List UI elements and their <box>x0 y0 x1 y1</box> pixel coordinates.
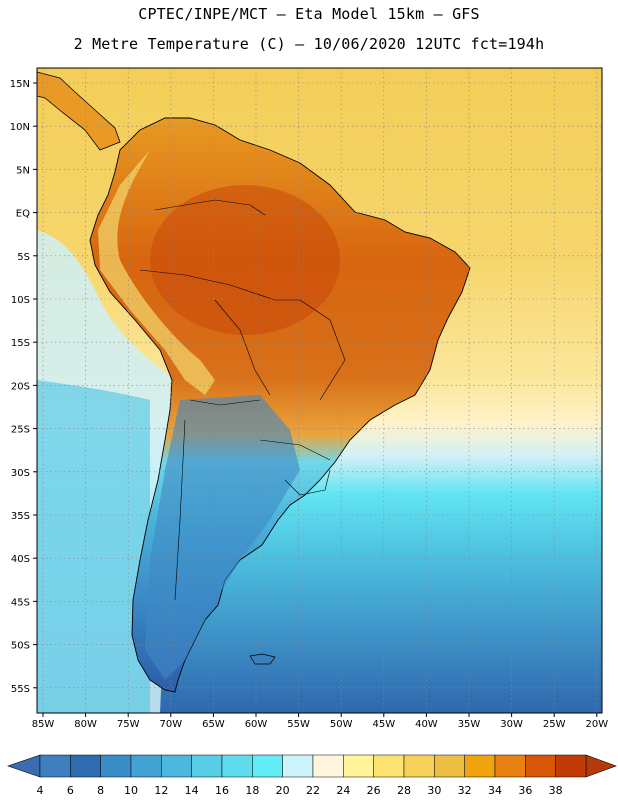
lat-tick-label: 15S <box>11 338 30 349</box>
lat-tick-label: 5N <box>16 165 30 176</box>
lon-tick-label: 55W <box>287 719 310 730</box>
lat-tick-label: 40S <box>11 554 30 565</box>
colorbar-label: 12 <box>154 784 168 797</box>
lon-tick-label: 30W <box>500 719 523 730</box>
colorbar-label: 36 <box>518 784 532 797</box>
lon-tick-label: 40W <box>415 719 438 730</box>
colorbar-label: 22 <box>306 784 320 797</box>
colorbar-high-arrow <box>585 754 617 778</box>
lon-tick-label: 85W <box>32 719 55 730</box>
colorbar: 4 6 8 10 12 14 16 18 20 22 24 26 28 30 32 34 36 38 <box>7 754 617 797</box>
colorbar-swatch <box>312 754 344 778</box>
colorbar-swatch <box>39 754 71 778</box>
colorbar-swatch <box>161 754 192 778</box>
lon-tick-label: 80W <box>74 719 97 730</box>
colorbar-label: 10 <box>124 784 138 797</box>
lat-tick-label: 30S <box>11 468 30 479</box>
lat-tick-label: 10N <box>10 122 30 133</box>
lat-tick-label: EQ <box>16 209 30 220</box>
colorbar-label: 16 <box>215 784 229 797</box>
colorbar-swatch <box>221 754 253 778</box>
colorbar-swatch <box>252 754 283 778</box>
colorbar-label: 24 <box>336 784 350 797</box>
colorbar-label: 32 <box>458 784 472 797</box>
lat-tick-label: 50S <box>11 641 30 652</box>
colorbar-swatch <box>525 754 556 778</box>
lat-tick-label: 20S <box>11 381 30 392</box>
colorbar-swatch <box>130 754 162 778</box>
central-america <box>37 71 121 151</box>
colorbar-label: 8 <box>97 784 104 797</box>
map-title-line-2: 2 Metre Temperature (C) – 10/06/2020 12U… <box>73 35 545 53</box>
colorbar-label: 4 <box>37 784 44 797</box>
colorbar-swatch <box>343 754 374 778</box>
colorbar-swatch <box>100 754 132 778</box>
lon-tick-label: 60W <box>245 719 268 730</box>
lat-tick-label: 5S <box>17 252 30 263</box>
lat-tick-label: 55S <box>11 684 30 695</box>
colorbar-label: 34 <box>488 784 502 797</box>
colorbar-label: 20 <box>276 784 290 797</box>
colorbar-swatch <box>191 754 223 778</box>
colorbar-swatch <box>555 754 587 778</box>
lat-tick-label: 10S <box>11 295 30 306</box>
colorbar-swatch <box>434 754 465 778</box>
colorbar-label: 14 <box>185 784 199 797</box>
lon-tick-label: 65W <box>202 719 225 730</box>
map-frame <box>36 67 603 714</box>
colorbar-label: 26 <box>367 784 381 797</box>
lat-tick-label: 35S <box>11 511 30 522</box>
colorbar-label: 28 <box>397 784 411 797</box>
lon-tick-label: 70W <box>159 719 182 730</box>
colorbar-label: 38 <box>549 784 563 797</box>
lon-tick-label: 25W <box>543 719 566 730</box>
colorbar-label: 6 <box>67 784 74 797</box>
lat-tick-label: 45S <box>11 597 30 608</box>
lon-tick-label: 50W <box>330 719 353 730</box>
colorbar-swatch <box>373 754 405 778</box>
colorbar-label: 18 <box>245 784 259 797</box>
colorbar-swatch <box>464 754 496 778</box>
colorbar-swatch <box>70 754 101 778</box>
colorbar-swatch <box>403 754 435 778</box>
lon-tick-label: 75W <box>117 719 140 730</box>
map-title-line-1: CPTEC/INPE/MCT – Eta Model 15km – GFS <box>138 5 480 23</box>
lat-tick-label: 25S <box>11 425 30 436</box>
lon-tick-label: 35W <box>458 719 481 730</box>
lon-tick-label: 20W <box>585 719 608 730</box>
lat-tick-label: 15N <box>10 79 30 90</box>
colorbar-swatch <box>494 754 526 778</box>
country-borders <box>139 199 346 601</box>
colorbar-swatch <box>282 754 314 778</box>
colorbar-low-arrow <box>7 754 41 778</box>
lon-tick-label: 45W <box>372 719 395 730</box>
colorbar-label: 30 <box>427 784 441 797</box>
